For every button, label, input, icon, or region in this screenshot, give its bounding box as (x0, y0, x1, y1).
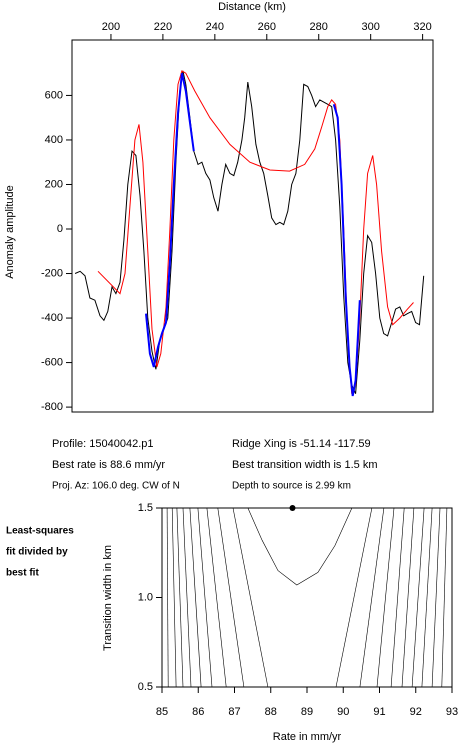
info-text: Depth to source is 2.99 km (232, 481, 351, 492)
contour-line (176, 507, 184, 688)
x-tick-label: 89 (301, 706, 313, 718)
x-tick-label: 86 (192, 706, 204, 718)
y-tick-label: -200 (41, 267, 63, 279)
contour-line (232, 507, 269, 688)
series-line (97, 70, 414, 394)
y-tick-label: 600 (45, 89, 63, 101)
note-line: best fit (6, 568, 39, 579)
x-tick-label: 260 (258, 21, 276, 33)
contour-line (197, 507, 213, 688)
info-text: Profile: 15040042.p1 (52, 438, 154, 450)
plot-frame (161, 507, 453, 688)
x-tick-label: 88 (265, 706, 277, 718)
contour-line (335, 507, 373, 688)
contour-line (247, 507, 353, 586)
contour-line (431, 507, 441, 688)
contour-line (182, 507, 192, 688)
contour-line (390, 507, 405, 688)
y-tick-label: 1.5 (138, 502, 153, 514)
y-tick-label: 200 (45, 178, 63, 190)
x-tick-label: 92 (410, 706, 422, 718)
x-tick-label: 320 (413, 21, 431, 33)
contour-line (411, 507, 425, 688)
y-tick-label: 0.5 (138, 681, 153, 693)
y-tick-label: 1.0 (138, 591, 153, 603)
contour-line (189, 507, 202, 688)
x-tick-label: 300 (361, 21, 379, 33)
contour-line (401, 507, 415, 688)
x-tick-label: 93 (446, 706, 458, 718)
contour-line (166, 507, 169, 688)
note-line: Least-squares (6, 526, 74, 537)
x-tick-label: 90 (337, 706, 349, 718)
contour-line (359, 507, 385, 688)
x-axis-title: Distance (km) (218, 1, 286, 13)
contour-line (217, 507, 245, 688)
series-line (145, 72, 361, 397)
y-tick-label: 0 (57, 223, 63, 235)
contour-line (376, 507, 395, 688)
x-tick-label: 220 (154, 21, 172, 33)
note-line: fit divided by (6, 547, 68, 558)
contour-line (421, 507, 433, 688)
y-tick-label: -600 (41, 356, 63, 368)
contour-line (441, 507, 448, 688)
y-axis-title: Transition width in km (102, 545, 114, 651)
y-tick-label: -400 (41, 312, 63, 324)
contour-line (206, 507, 227, 688)
x-tick-label: 240 (206, 21, 224, 33)
x-tick-label: 280 (310, 21, 328, 33)
plot-frame (71, 39, 434, 413)
series-line (74, 70, 425, 394)
info-text: Ridge Xing is -51.14 -117.59 (232, 438, 371, 450)
contour-line (171, 507, 177, 688)
info-text: Proj. Az: 106.0 deg. CW of N (52, 481, 180, 492)
x-tick-label: 200 (102, 21, 120, 33)
info-text: Best transition width is 1.5 km (232, 459, 378, 471)
x-tick-label: 87 (228, 706, 240, 718)
y-tick-label: 400 (45, 134, 63, 146)
best-fit-point (289, 505, 296, 511)
info-text: Best rate is 88.6 mm/yr (52, 459, 165, 471)
x-tick-label: 91 (373, 706, 385, 718)
y-tick-label: -800 (41, 401, 63, 413)
y-axis-title: Anomaly amplitude (4, 185, 16, 279)
x-tick-label: 85 (156, 706, 168, 718)
x-axis-title: Rate in mm/yr (273, 731, 342, 743)
